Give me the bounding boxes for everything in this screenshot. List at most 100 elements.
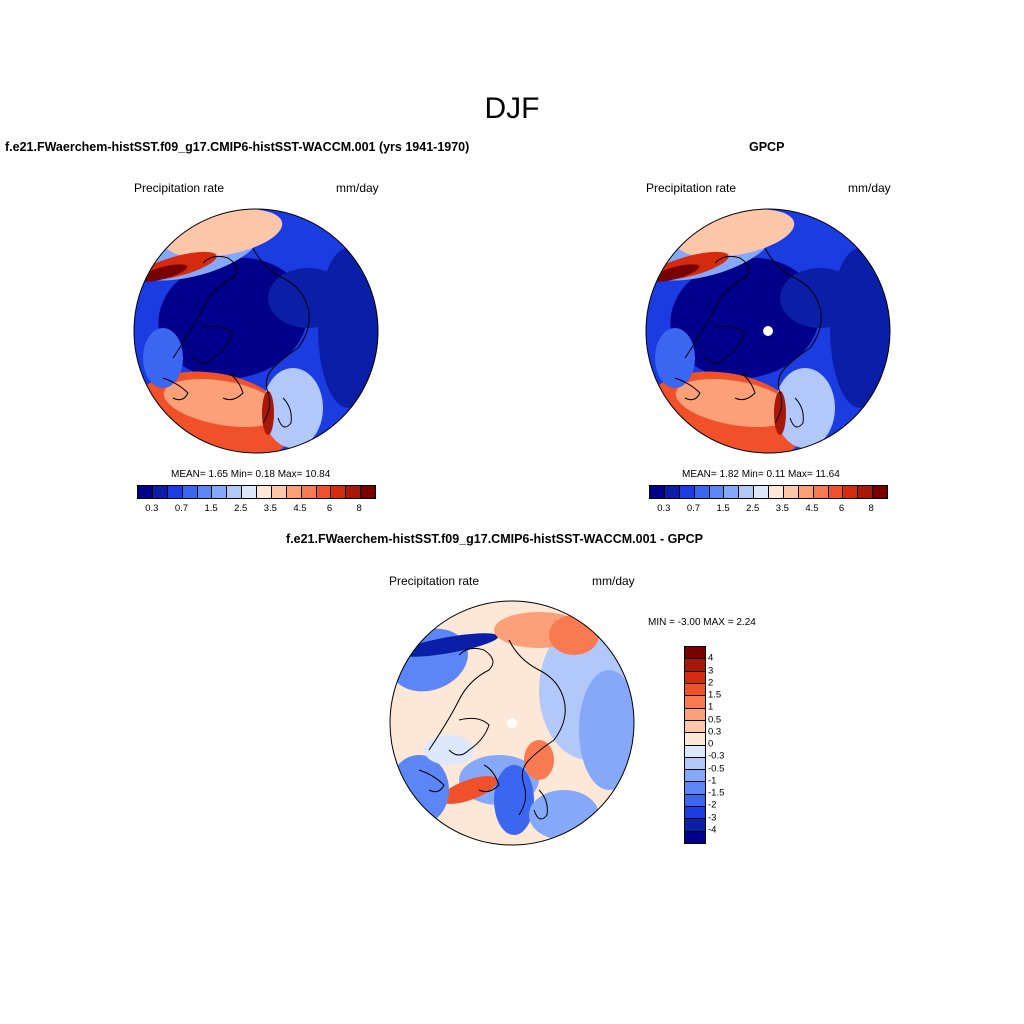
panel-title-obs: GPCP xyxy=(749,140,785,154)
missing-data-pole xyxy=(763,326,773,336)
colorbar-swatch xyxy=(685,720,705,734)
polar-map-obs xyxy=(645,208,891,454)
colorbar-tick-label: -3 xyxy=(708,812,717,823)
precip-region xyxy=(830,248,890,408)
colorbar-ticks-model: 0.3 0.7 1.5 2.5 3.5 4.5 6 8 xyxy=(137,503,374,515)
coastline xyxy=(764,247,822,349)
colorbar-swatch xyxy=(685,807,705,820)
precip-region xyxy=(579,670,634,790)
colorbar-tick-label: 0.3 xyxy=(657,503,671,514)
units-label-model: mm/day xyxy=(336,181,379,195)
colorbar-tick-label: 0.7 xyxy=(174,503,189,514)
colorbar-swatch xyxy=(843,486,859,498)
colorbar-swatch xyxy=(685,819,705,832)
colorbar-swatch xyxy=(685,757,705,771)
coastline xyxy=(448,717,490,756)
colorbar-swatch xyxy=(685,671,705,684)
stats-obs: MEAN= 1.82 Min= 0.11 Max= 11.64 xyxy=(682,469,840,480)
colorbar-swatch xyxy=(650,486,665,498)
variable-label-diff: Precipitation rate xyxy=(389,574,480,588)
precip-region xyxy=(524,740,554,780)
panel-title-diff: f.e21.FWaerchem-histSST.f09_g17.CMIP6-hi… xyxy=(286,532,704,546)
colorbar-swatch xyxy=(685,770,705,783)
colorbar-tick-label: -0.3 xyxy=(708,750,725,762)
coastline xyxy=(704,325,746,364)
colorbar-swatch xyxy=(197,486,213,498)
colorbar-tick-label: 1.5 xyxy=(204,503,218,514)
colorbar-model xyxy=(137,485,376,499)
colorbar-swatch xyxy=(182,486,198,498)
colorbar-tick-label: 1.5 xyxy=(716,503,730,514)
colorbar-tick-label: -0.5 xyxy=(708,763,725,774)
colorbar-swatch xyxy=(828,486,844,498)
coastline xyxy=(508,639,566,741)
coastline xyxy=(734,372,756,401)
colorbar-tick-label: 2.5 xyxy=(234,503,248,514)
precip-region xyxy=(529,790,599,840)
colorbar-swatch xyxy=(694,486,710,498)
precip-region xyxy=(143,328,183,388)
colorbar-swatch xyxy=(769,486,784,498)
coastline xyxy=(789,397,804,428)
colorbar-swatch xyxy=(361,486,375,498)
panel-title-model: f.e21.FWaerchem-histSST.f09_g17.CMIP6-hi… xyxy=(5,140,470,154)
colorbar-swatch xyxy=(685,708,705,721)
stats-diff: MIN = -3.00 MAX = 2.24 xyxy=(648,617,756,628)
colorbar-swatch xyxy=(271,486,287,498)
map-border xyxy=(389,600,635,846)
colorbar-tick-label: 0 xyxy=(708,738,714,750)
colorbar-swatch xyxy=(664,486,680,498)
colorbar-swatch xyxy=(346,486,362,498)
colorbar-tick-label: 2.5 xyxy=(746,503,760,514)
colorbar-tick-label: 8 xyxy=(868,503,874,514)
colorbar-swatch xyxy=(685,831,705,843)
map-border xyxy=(645,208,891,454)
colorbar-tick-label: -2 xyxy=(708,799,717,811)
coastline xyxy=(418,769,445,793)
precip-region xyxy=(138,264,188,282)
colorbar-swatch xyxy=(813,486,829,498)
coastline xyxy=(162,377,189,401)
colorbar-tick-label: 0.3 xyxy=(708,726,722,738)
missing-data-pole xyxy=(507,718,517,728)
precip-region xyxy=(318,248,378,408)
colorbar-tick-label: 6 xyxy=(326,503,333,514)
colorbar-swatch xyxy=(685,782,705,795)
variable-label-obs: Precipitation rate xyxy=(646,181,737,195)
precip-region xyxy=(650,264,700,282)
colorbar-swatch xyxy=(685,683,705,697)
precip-region xyxy=(670,257,820,379)
precip-region xyxy=(263,368,323,448)
colorbar-swatch xyxy=(679,486,695,498)
precip-region xyxy=(163,378,283,428)
coastline xyxy=(674,377,701,401)
colorbar-swatch xyxy=(739,486,755,498)
precip-region xyxy=(494,765,534,835)
colorbar-swatch xyxy=(685,733,705,746)
colorbar-swatch xyxy=(873,486,887,498)
colorbar-swatch xyxy=(167,486,183,498)
coastline xyxy=(192,325,234,364)
colorbar-swatch xyxy=(685,659,705,672)
colorbar-swatch xyxy=(685,745,705,758)
coastline xyxy=(252,247,310,349)
colorbar-tick-label: 1 xyxy=(708,701,714,713)
colorbar-swatch xyxy=(798,486,814,498)
figure-title: DJF xyxy=(484,92,540,125)
coastline xyxy=(222,372,244,401)
coastline xyxy=(533,789,548,820)
precip-region xyxy=(440,776,498,804)
colorbar-tick-label: 6 xyxy=(838,503,845,514)
colorbar-tick-label: 4 xyxy=(708,652,714,664)
stats-model: MEAN= 1.65 Min= 0.18 Max= 10.84 xyxy=(171,469,331,480)
colorbar-ticks-diff: 4 3 2 1.5 1 0.5 0.3 0 -0.3 -0.5 -1 -1.5 -2 -3 -4 xyxy=(708,646,748,842)
colorbar-swatch xyxy=(724,486,740,498)
coastline xyxy=(518,739,555,816)
colorbar-swatch xyxy=(138,486,153,498)
colorbar-swatch xyxy=(685,696,705,709)
colorbar-swatch xyxy=(783,486,799,498)
polar-map-diff xyxy=(389,600,635,846)
colorbar-swatch xyxy=(316,486,332,498)
colorbar-tick-label: 0.5 xyxy=(708,714,722,725)
coastline xyxy=(277,397,292,428)
